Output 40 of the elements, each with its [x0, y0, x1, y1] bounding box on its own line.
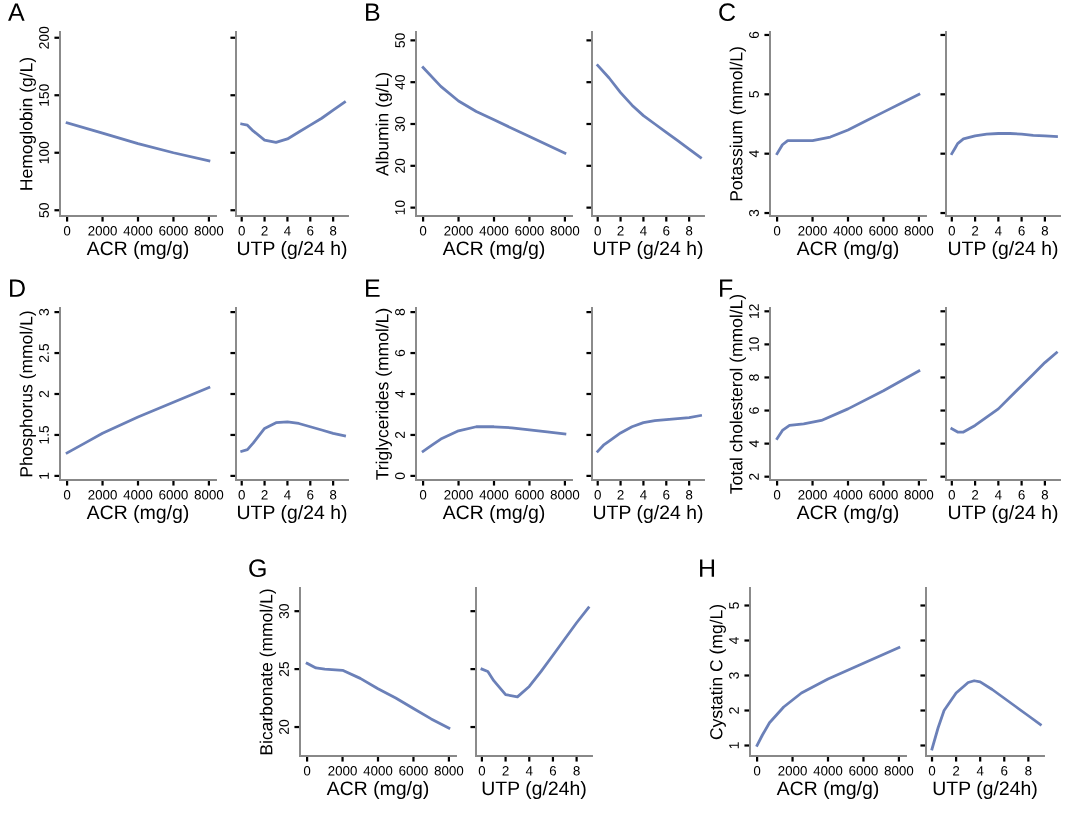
y-axis-title: Cystatin C (mg/L): [709, 605, 726, 740]
chart-title: F: [720, 279, 733, 297]
y-axis-title: Bicarbonate (mmol/L): [259, 589, 276, 755]
line-series: [775, 369, 921, 441]
y-axis-title: Hemoglobin (g/L): [19, 57, 36, 190]
line-series: [421, 425, 567, 453]
x-axis-title: UTP (g/24 h): [238, 240, 347, 260]
y-axis-title: Phosphorus (mmol/L): [19, 311, 36, 477]
x-axis-title: ACR (mg/g): [776, 780, 879, 800]
chart-title: D: [10, 279, 25, 297]
line-series: [305, 661, 451, 730]
chart-title: H: [700, 559, 715, 577]
x-axis-title: ACR (mg/g): [442, 240, 545, 260]
x-axis-title: ACR (mg/g): [796, 240, 899, 260]
y-axis-title: Potassium (mmol/L): [729, 47, 746, 201]
x-axis-title: UTP (g/24 h): [594, 504, 703, 524]
x-axis-title: UTP (g/24 h): [949, 504, 1058, 524]
line-series: [775, 92, 921, 156]
chart-title: B: [366, 3, 380, 21]
y-axis-title: Triglycerides (mmol/L): [375, 308, 392, 480]
chart-title: A: [8, 3, 25, 21]
chart-title: E: [366, 279, 380, 297]
x-axis-title: ACR (mg/g): [86, 504, 189, 524]
y-axis-title: Albumin (g/L): [375, 73, 392, 176]
x-axis-title: UTP (g/24h): [482, 780, 586, 800]
line-series: [421, 66, 567, 155]
line-series: [755, 646, 901, 747]
x-axis-title: ACR (mg/g): [442, 504, 545, 524]
y-axis-title: Total cholesterol (mmol/L): [729, 294, 746, 494]
x-axis-title: UTP (g/24h): [933, 780, 1037, 800]
x-axis-title: UTP (g/24 h): [238, 504, 347, 524]
x-axis-title: ACR (mg/g): [326, 780, 429, 800]
x-axis-title: UTP (g/24 h): [594, 240, 703, 260]
chart-title: C: [719, 3, 736, 22]
line-series: [65, 386, 211, 455]
x-axis-title: ACR (mg/g): [796, 504, 899, 524]
x-axis-title: ACR (mg/g): [86, 240, 189, 260]
x-axis-title: UTP (g/24 h): [949, 240, 1058, 260]
line-series: [65, 121, 211, 163]
chart-title: G: [249, 559, 266, 578]
